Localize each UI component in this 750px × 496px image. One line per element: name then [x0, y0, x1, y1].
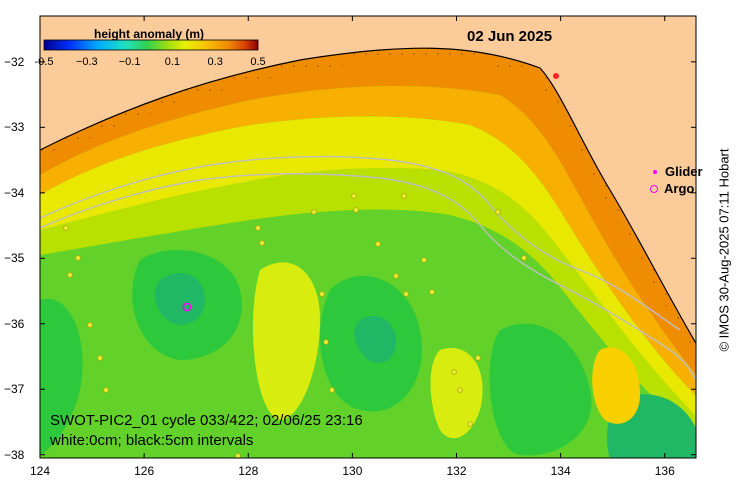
colorbar-tick-label: 0.5	[250, 56, 266, 68]
colorbar-tick-label: −0.1	[118, 56, 141, 68]
colorbar-tick-label: -0.5	[34, 56, 54, 68]
y-tick-label: −34	[4, 185, 25, 200]
legend-item-argo: Argo	[650, 180, 703, 197]
legend-label: Argo	[664, 181, 695, 196]
x-tick-label: 136	[654, 464, 675, 478]
colorbar	[43, 39, 259, 51]
argo-marker[interactable]	[182, 302, 192, 312]
y-tick-label: −32	[4, 54, 25, 69]
colorbar-title: height anomaly (m)	[94, 27, 205, 41]
anomaly-band-light-orange	[40, 85, 696, 396]
glider-legend-icon	[653, 169, 657, 174]
isobath-line	[40, 173, 696, 382]
legend-item-glider: Glider	[650, 163, 703, 180]
observation-points	[63, 193, 527, 458]
caption-line: white:0cm; black:5cm intervals	[50, 432, 254, 449]
x-tick-label: 132	[446, 464, 467, 478]
anomaly-patch-yellow	[592, 347, 640, 424]
anomaly-patch-green	[354, 316, 397, 363]
coastline	[40, 47, 696, 345]
legend-label: Glider	[665, 164, 703, 179]
y-tick-label: −35	[4, 251, 25, 266]
map-title: 02 Jun 2025	[467, 28, 553, 45]
anomaly-patch-green	[154, 272, 205, 325]
caption-line: SWOT-PIC2_01 cycle 033/422; 02/06/25 23:…	[50, 412, 363, 429]
x-tick-label: 130	[342, 464, 363, 478]
y-tick-label: −37	[4, 382, 25, 397]
caption: SWOT-PIC2_01 cycle 033/422; 02/06/25 23:…	[50, 411, 363, 451]
colorbar-tick-label: −0.3	[75, 56, 98, 68]
y-tick-label: −36	[4, 316, 25, 331]
anomaly-band-yellow-green	[40, 168, 696, 437]
axis-ticks	[39, 16, 696, 458]
anomaly-band-yellow	[40, 116, 696, 416]
anomaly-patch-yellow	[252, 262, 320, 420]
anomaly-patch-green	[489, 323, 592, 456]
colorbar-tick-label: 0.3	[207, 56, 223, 68]
credit-text: © IMOS 30-Aug-2025 07:11 Hobart	[716, 148, 732, 352]
colorbar-tick-label: 0.1	[164, 56, 181, 68]
x-tick-label: 126	[134, 464, 155, 478]
argo-legend-icon	[650, 184, 658, 193]
glider-marker[interactable]	[553, 73, 559, 79]
map-area	[40, 16, 696, 458]
x-tick-label: 124	[29, 464, 51, 478]
anomaly-patch-yellow	[430, 348, 483, 439]
y-tick-label: −33	[4, 120, 25, 135]
isobath-line	[40, 155, 681, 331]
legend: Glider Argo	[650, 163, 703, 197]
axes-frame	[39, 15, 697, 459]
x-tick-label: 134	[550, 464, 571, 478]
anomaly-patch-green	[40, 298, 83, 455]
x-tick-label: 128	[238, 464, 259, 478]
y-tick-label: −38	[4, 447, 25, 462]
